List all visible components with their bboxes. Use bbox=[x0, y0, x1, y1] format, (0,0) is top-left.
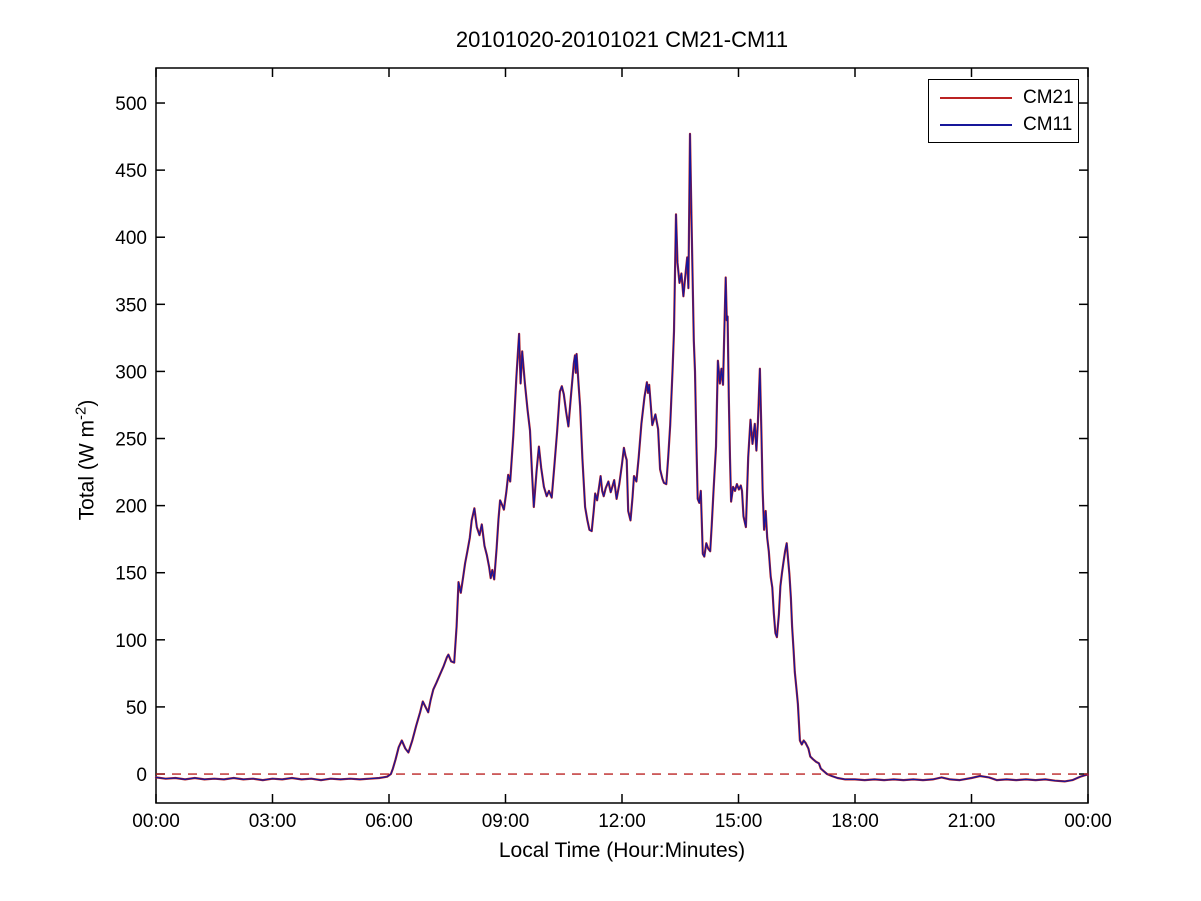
y-tick-label: 150 bbox=[115, 564, 147, 585]
x-tick-label: 03:00 bbox=[249, 811, 297, 832]
legend-entry-cm21: CM21 bbox=[929, 88, 1078, 107]
legend-line-sample-cm21 bbox=[940, 96, 1012, 99]
y-tick-label: 0 bbox=[136, 765, 147, 786]
x-tick-label: 09:00 bbox=[482, 811, 530, 832]
y-tick-label: 50 bbox=[126, 698, 147, 719]
y-axis-label-exponent: -2 bbox=[72, 406, 90, 420]
y-axis-label-close: ) bbox=[75, 399, 99, 407]
y-tick-label: 300 bbox=[115, 362, 147, 383]
y-tick-label: 450 bbox=[115, 161, 147, 182]
x-tick-label: 18:00 bbox=[831, 811, 879, 832]
y-axis-label-text: Total (W m bbox=[75, 420, 99, 521]
x-tick-label: 12:00 bbox=[598, 811, 646, 832]
x-tick-label: 00:00 bbox=[1064, 811, 1112, 832]
x-tick-label: 15:00 bbox=[715, 811, 763, 832]
series-line-cm11 bbox=[155, 133, 1089, 783]
y-tick-label: 200 bbox=[115, 497, 147, 518]
series-line-cm21 bbox=[154, 132, 1090, 783]
y-tick-label: 500 bbox=[115, 94, 147, 115]
legend-label-cm11: CM11 bbox=[1023, 114, 1073, 135]
x-tick-label: 21:00 bbox=[948, 811, 996, 832]
legend-box: CM21 CM11 bbox=[928, 79, 1079, 143]
legend-label-cm21: CM21 bbox=[1023, 87, 1074, 108]
chart-title: 20101020-20101021 CM21-CM11 bbox=[455, 27, 789, 52]
legend-line-sample-cm11 bbox=[940, 123, 1012, 126]
x-tick-label: 06:00 bbox=[365, 811, 413, 832]
y-tick-label: 250 bbox=[115, 430, 147, 451]
y-tick-label: 400 bbox=[115, 228, 147, 249]
legend-entry-cm11: CM11 bbox=[929, 115, 1078, 134]
x-axis-label: Local Time (Hour:Minutes) bbox=[498, 839, 746, 862]
y-tick-label: 100 bbox=[115, 631, 147, 652]
axes-box bbox=[155, 67, 1089, 804]
x-tick-label: 00:00 bbox=[132, 811, 180, 832]
y-tick-label: 350 bbox=[115, 295, 147, 316]
